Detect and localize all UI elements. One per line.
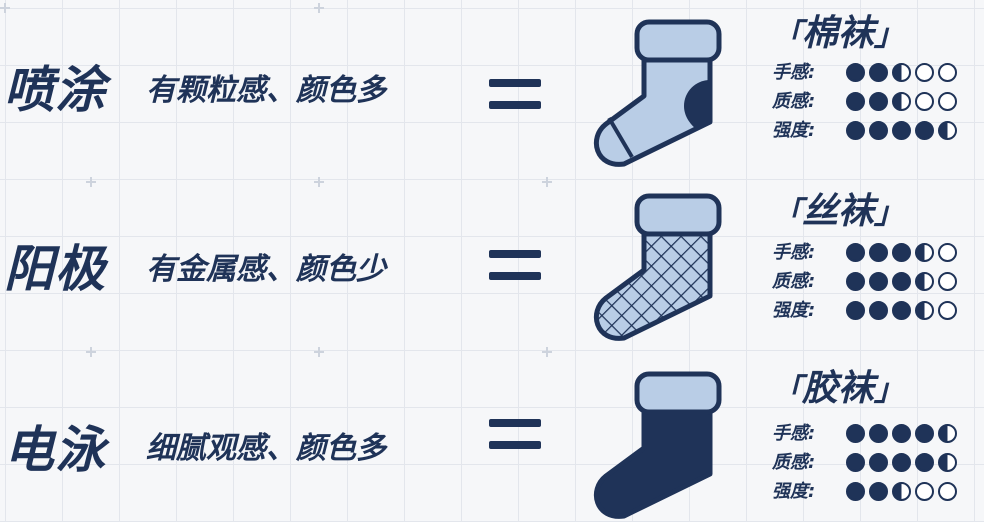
rating-dot-full [846,453,865,472]
rating-row: 手感: [772,424,984,448]
rating-dots [846,121,961,143]
rating-dot-empty [938,92,957,111]
rating-dot-full [915,424,934,443]
rating-dots [846,482,961,504]
rating-row: 质感: [772,272,984,296]
rating-dot-full [892,301,911,320]
rating-row: 质感: [772,92,984,116]
equals-icon [489,250,541,282]
rating-dot-full [869,482,888,501]
rating-dot-empty [915,92,934,111]
rating-dot-full [869,63,888,82]
rating-dot-half [938,424,957,443]
rating-dot-full [846,272,865,291]
rating-dot-half [938,121,957,140]
rating-label: 强度: [772,481,816,502]
finish-method-label: 阳极 [4,240,106,298]
rating-dot-full [892,272,911,291]
rating-dots [846,92,961,114]
rating-dot-full [846,63,865,82]
rating-row: 强度: [772,482,984,506]
rating-dots [846,424,961,446]
equals-icon [489,419,541,451]
rating-dot-full [869,453,888,472]
rating-dot-empty [915,482,934,501]
rating-dot-empty [938,272,957,291]
rating-dot-full [869,92,888,111]
rating-dot-half [915,301,934,320]
sock-type-title: 「棉袜」 [772,13,905,54]
rating-dot-half [938,453,957,472]
rating-dot-empty [938,482,957,501]
rating-dot-full [869,272,888,291]
rating-row: 质感: [772,453,984,477]
rating-label: 质感: [772,271,816,292]
rating-label: 强度: [772,120,816,141]
grid-cross-icon [86,347,96,357]
rating-dot-full [892,121,911,140]
rating-dot-full [915,453,934,472]
rating-dots [846,272,961,294]
grid-cross-icon [86,177,96,187]
rating-dot-full [869,243,888,262]
rating-dot-half [915,272,934,291]
comparison-row: 喷涂 有颗粒感、颜色多 「棉袜」 手感: 质感: 强度: [0,0,984,172]
rating-row: 手感: [772,243,984,267]
grid-cross-icon [542,347,552,357]
grid-cross-icon [542,177,552,187]
rating-dot-full [892,453,911,472]
sock-mesh-icon [593,193,722,341]
rating-dot-full [846,92,865,111]
rating-dot-half [892,92,911,111]
finish-description: 细腻观感、颜色多 [146,431,386,466]
rating-dot-full [892,424,911,443]
rating-row: 强度: [772,301,984,325]
grid-cross-icon [314,177,324,187]
rating-label: 手感: [772,62,816,83]
sock-solid-icon [593,371,722,519]
rating-label: 强度: [772,300,816,321]
sock-type-title: 「胶袜」 [772,368,905,409]
rating-dot-full [846,243,865,262]
finish-method-label: 电泳 [4,421,106,479]
rating-label: 手感: [772,423,816,444]
sock-type-title: 「丝袜」 [772,191,905,232]
comparison-row: 阳极 有金属感、颜色少 「丝袜」 手感: 质感: 强度: [0,172,984,344]
rating-dot-empty [938,301,957,320]
rating-dots [846,453,961,475]
grid-cross-icon [314,3,324,13]
comparison-row: 电泳 细腻观感、颜色多 「胶袜」 手感: 质感: 强度: [0,344,984,519]
rating-dot-full [846,301,865,320]
rating-dot-full [915,121,934,140]
rating-dot-full [846,424,865,443]
rating-row: 手感: [772,63,984,87]
rating-label: 手感: [772,242,816,263]
rating-dot-half [892,63,911,82]
rating-dot-full [846,482,865,501]
finish-method-label: 喷涂 [4,61,106,119]
finish-description: 有金属感、颜色少 [146,252,386,287]
finish-description: 有颗粒感、颜色多 [146,73,386,108]
rating-dot-empty [938,243,957,262]
grid-cross-icon [314,347,324,357]
rating-label: 质感: [772,452,816,473]
rating-dot-full [869,424,888,443]
rating-dot-full [869,301,888,320]
rating-dots [846,63,961,85]
rating-dot-half [915,243,934,262]
rating-dot-full [846,121,865,140]
rating-dot-full [892,243,911,262]
rating-dot-half [892,482,911,501]
rating-dot-full [869,121,888,140]
rating-dot-empty [938,63,957,82]
rating-dots [846,243,961,265]
rating-dots [846,301,961,323]
rating-dot-empty [915,63,934,82]
sock-striped-icon [593,19,722,167]
grid-cross-icon [0,3,10,13]
rating-row: 强度: [772,121,984,145]
equals-icon [489,79,541,111]
rating-label: 质感: [772,91,816,112]
